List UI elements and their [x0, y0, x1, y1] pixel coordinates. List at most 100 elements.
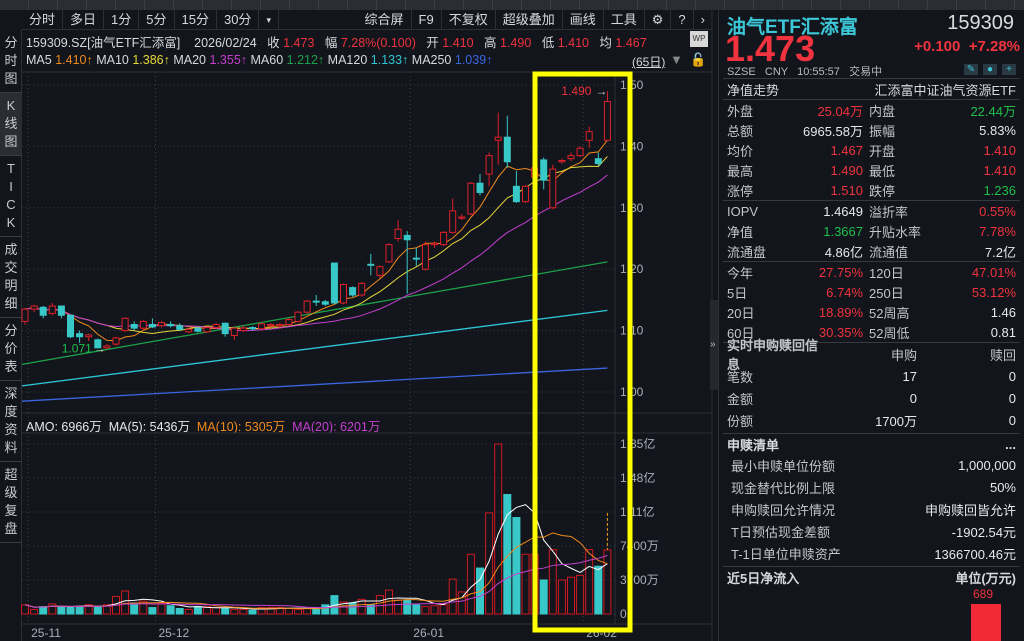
change-value: 7.28%(0.100): [340, 36, 416, 50]
gear-icon[interactable]: ⚙: [645, 9, 672, 30]
nav-tab[interactable]: 超级复盘: [0, 462, 22, 543]
net-inflow-title: 近5日净流入: [727, 570, 800, 586]
candle-body: [485, 155, 493, 175]
window-tab[interactable]: [464, 0, 493, 10]
window-tab[interactable]: [957, 0, 986, 10]
candle-body: [440, 231, 448, 246]
nav-trend-row[interactable]: 净值走势 汇添富中证油气资源ETF: [719, 79, 1024, 99]
window-tab[interactable]: [609, 0, 638, 10]
window-tab[interactable]: [377, 0, 406, 10]
period-tab[interactable]: 15分: [175, 9, 217, 30]
nav-tab[interactable]: 成交明细: [0, 237, 22, 318]
period-selector[interactable]: (65日): [632, 55, 666, 69]
market-status: SZSE CNY 10:55:57 交易中: [727, 66, 883, 78]
subscription-value: 1700万: [875, 413, 917, 429]
help-icon[interactable]: ?: [671, 9, 694, 30]
volume-bar: [548, 549, 557, 615]
window-tab[interactable]: [203, 0, 232, 10]
stat-label: 20日: [727, 305, 755, 321]
window-tab[interactable]: [145, 0, 174, 10]
volume-bar: [48, 603, 57, 615]
collapse-panel-handle[interactable]: »: [710, 300, 718, 390]
volume-bar: [157, 602, 166, 615]
toolbar-button[interactable]: 综合屏: [358, 9, 412, 30]
window-tab[interactable]: [290, 0, 319, 10]
more-periods-dropdown[interactable]: ▾: [259, 9, 279, 30]
period-tab[interactable]: 30分: [217, 9, 260, 30]
window-tab[interactable]: [638, 0, 667, 10]
triangle-down-icon[interactable]: ▼: [670, 52, 683, 67]
window-tab[interactable]: [261, 0, 290, 10]
stat-label: 涨停: [727, 183, 754, 199]
close-value: 1.473: [283, 36, 315, 50]
window-tab[interactable]: [899, 0, 928, 10]
nav-trend-link[interactable]: 净值走势: [727, 82, 780, 98]
window-tab[interactable]: [174, 0, 203, 10]
volume-bar: [403, 599, 412, 615]
more-button[interactable]: ...: [1005, 436, 1016, 452]
stat-value: 7.2亿: [984, 244, 1016, 260]
pcf-value: -1902.54元: [951, 524, 1016, 540]
period-tab[interactable]: 多日: [63, 9, 105, 30]
ma-value: 1.355↑: [209, 53, 248, 67]
chevron-right-icon[interactable]: ›: [700, 11, 705, 27]
period-tab[interactable]: 分时: [22, 9, 64, 30]
toolbar-button[interactable]: F9: [412, 9, 442, 30]
stat-row: 外盘 25.04万 内盘 22.44万: [719, 100, 1024, 120]
window-tab[interactable]: [406, 0, 435, 10]
window-tab[interactable]: [667, 0, 696, 10]
window-tab[interactable]: [232, 0, 261, 10]
pcf-label: 申购赎回允许情况: [731, 502, 836, 518]
window-tab[interactable]: [435, 0, 464, 10]
window-tab[interactable]: [58, 0, 87, 10]
period-tab[interactable]: 5分: [139, 9, 175, 30]
window-tab[interactable]: [754, 0, 783, 10]
stat-label: 开盘: [869, 143, 896, 159]
stat-row: 今年 27.75% 120日 47.01%: [719, 262, 1024, 282]
window-tab[interactable]: [928, 0, 957, 10]
bell-icon[interactable]: ●: [983, 64, 997, 75]
toolbar-button[interactable]: 超级叠加: [496, 9, 563, 30]
window-tab[interactable]: [522, 0, 551, 10]
window-tab[interactable]: [116, 0, 145, 10]
window-tab[interactable]: [870, 0, 899, 10]
window-tab[interactable]: [493, 0, 522, 10]
stat-row: 流通盘 4.86亿 流通值 7.2亿: [719, 241, 1024, 261]
lock-icon[interactable]: 🔓: [690, 52, 707, 67]
window-tab[interactable]: [0, 0, 29, 10]
window-tab[interactable]: [783, 0, 812, 10]
toolbar-button[interactable]: 画线: [563, 9, 604, 30]
pcf-label: 最小申赎单位份额: [731, 458, 836, 474]
nav-tab[interactable]: 分时图: [0, 30, 22, 93]
window-tab[interactable]: [812, 0, 841, 10]
window-tab[interactable]: [87, 0, 116, 10]
volume-bar: [512, 517, 521, 615]
window-tab[interactable]: [986, 0, 1015, 10]
window-tab[interactable]: [696, 0, 725, 10]
wp-icon[interactable]: WP: [690, 31, 708, 47]
period-tab[interactable]: 1分: [104, 9, 140, 30]
window-tab[interactable]: [551, 0, 580, 10]
window-tab[interactable]: [580, 0, 609, 10]
avg-label: 均: [599, 36, 612, 50]
window-tab[interactable]: [319, 0, 348, 10]
nav-tab[interactable]: 分价表: [0, 318, 22, 381]
window-tab[interactable]: [841, 0, 870, 10]
nav-tab[interactable]: 深度资料: [0, 381, 22, 462]
candle-body: [276, 323, 284, 327]
toolbar-button[interactable]: 不复权: [442, 9, 496, 30]
window-tab[interactable]: [348, 0, 377, 10]
toolbar-button[interactable]: 工具: [604, 9, 645, 30]
stat-value: 1.410: [983, 162, 1016, 178]
add-icon[interactable]: +: [1002, 64, 1016, 75]
edit-icon[interactable]: ✎: [964, 64, 978, 75]
candle-body: [503, 136, 511, 163]
volume-bar: [321, 604, 330, 615]
window-tab[interactable]: [29, 0, 58, 10]
stat-value: 30.35%: [818, 324, 863, 340]
window-tab[interactable]: [725, 0, 754, 10]
candle-body: [394, 228, 402, 239]
kline-chart[interactable]: 1.501.401.301.201.101.001.85亿1.48亿1.11亿7…: [0, 0, 716, 641]
